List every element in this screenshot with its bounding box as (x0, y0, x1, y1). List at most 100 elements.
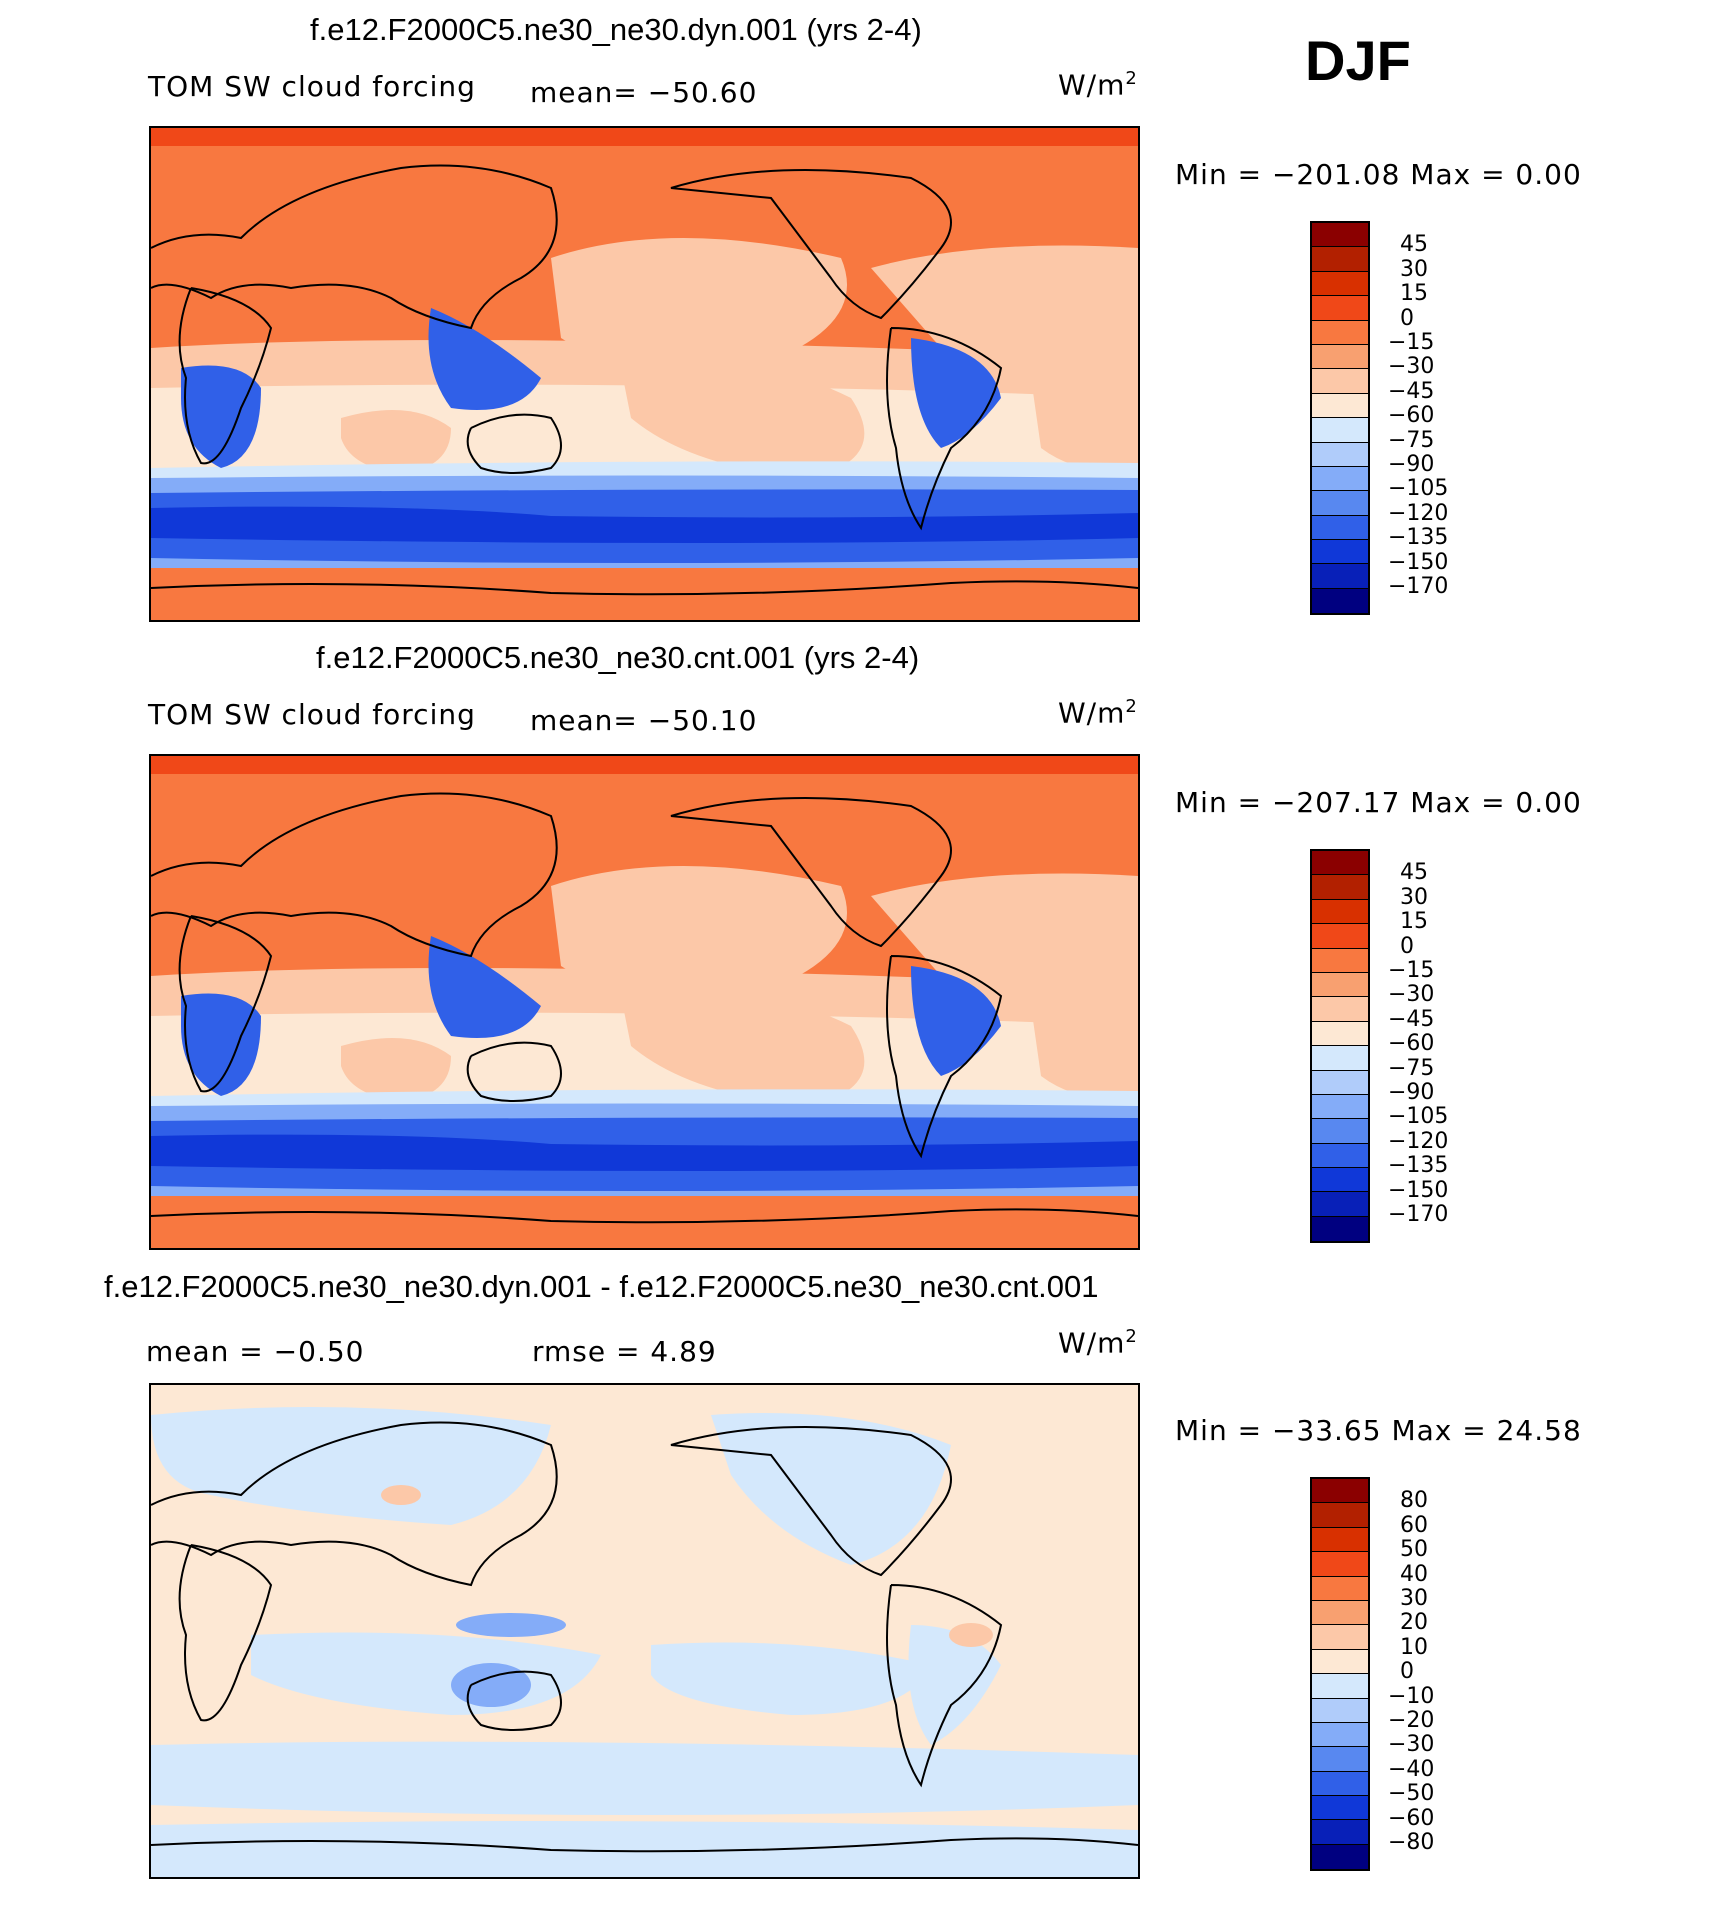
coastline-south-america (886, 955, 1003, 1159)
colorbar-segment (1312, 851, 1368, 876)
diff-orange-anomaly-2 (949, 1623, 993, 1647)
colorbar-tick-label: −90 (1388, 452, 1435, 477)
colorbar-tick-label: −120 (1388, 1128, 1449, 1154)
colorbar-segment (1312, 1600, 1368, 1626)
colorbar-segment (1312, 564, 1368, 589)
colorbar-tick-label: 0 (1400, 305, 1414, 331)
coastline-africa (178, 1544, 273, 1722)
coastline-eurasia (151, 1421, 558, 1587)
diff-australia-anomaly (451, 1663, 531, 1707)
colorbar-tick-label: −45 (1388, 378, 1435, 404)
southern-ocean-dark (151, 1134, 1138, 1171)
colorbar-segment (1312, 1625, 1368, 1650)
colorbar-segment (1312, 924, 1368, 949)
colorbar-segment (1312, 1747, 1368, 1772)
colorbar-tick-label: 15 (1400, 909, 1428, 935)
indian-ocean-ellipse (341, 1038, 451, 1101)
north-pacific-band (551, 238, 847, 370)
colorbar-segment (1312, 344, 1368, 370)
colorbar-segment (1312, 588, 1368, 614)
colorbar-tick-label: 40 (1400, 1561, 1428, 1587)
colorbar-segment (1312, 1143, 1368, 1169)
colorbar-tick-label: −60 (1388, 1805, 1435, 1831)
panel-1-colorbar (1310, 221, 1370, 616)
colorbar-tick-label: −75 (1388, 1055, 1435, 1081)
south-atlantic-ellipse (1031, 1002, 1138, 1099)
season-label: DJF (1305, 29, 1411, 92)
panel-3-colorbar (1310, 1477, 1370, 1872)
south-pacific-ellipse (621, 362, 865, 478)
diff-blue-pacific (651, 1642, 931, 1715)
colorbar-segment (1312, 1094, 1368, 1120)
panel-3-units: W/m2 (1058, 1326, 1138, 1360)
panel-2-colorbar (1310, 849, 1370, 1244)
colorbar-segment (1312, 466, 1368, 492)
diff-blue-southern-ocean (151, 1741, 1138, 1815)
panel-2-units: W/m2 (1058, 696, 1138, 730)
coastline-africa (178, 287, 273, 465)
diff-blue-eurasia (151, 1407, 551, 1525)
coastline-north-america (670, 169, 952, 320)
colorbar-tick-label: −90 (1388, 1080, 1435, 1105)
coastline-north-america (670, 1426, 952, 1577)
colorbar-segment (1312, 1674, 1368, 1699)
colorbar-segment (1312, 491, 1368, 516)
colorbar-tick-label: −105 (1388, 1104, 1449, 1130)
colorbar-segment (1312, 1722, 1368, 1748)
colorbar-tick-label: 45 (1400, 860, 1428, 886)
colorbar-tick-label: 80 (1400, 1488, 1428, 1514)
indian-ocean-ellipse (341, 410, 451, 473)
colorbar-segment (1312, 1046, 1368, 1071)
colorbar-tick-label: 0 (1400, 1659, 1414, 1685)
colorbar-segment (1312, 899, 1368, 925)
colorbar-tick-label: 0 (1400, 933, 1414, 959)
colorbar-segment (1312, 1216, 1368, 1242)
arctic-band (151, 128, 1138, 146)
colorbar-tick-label: −80 (1388, 1830, 1435, 1855)
panel-3-title: f.e12.F2000C5.ne30_ne30.dyn.001 - f.e12.… (104, 1269, 1099, 1304)
colorbar-tick-label: 50 (1400, 1537, 1428, 1563)
colorbar-tick-label: −150 (1388, 549, 1449, 575)
colorbar-tick-label: 45 (1400, 232, 1428, 258)
south-atlantic-ellipse (1031, 374, 1138, 471)
coastline-africa (178, 915, 273, 1093)
panel-1-units: W/m2 (1058, 68, 1138, 102)
colorbar-tick-label: −135 (1388, 525, 1449, 551)
colorbar-segment (1312, 875, 1368, 900)
panel-2-variable-label: TOM SW cloud forcing (148, 698, 476, 731)
colorbar-segment (1312, 369, 1368, 394)
colorbar-tick-label: −40 (1388, 1756, 1435, 1782)
colorbar-tick-label: −15 (1388, 958, 1435, 983)
coastline-antarctica (151, 1837, 1138, 1853)
coastline-north-america (670, 797, 952, 948)
panel-2-mean-label: mean= −50.10 (530, 704, 758, 737)
colorbar-segment (1312, 1796, 1368, 1821)
coastline-eurasia (151, 792, 558, 958)
colorbar-tick-label: 60 (1400, 1512, 1428, 1538)
coastline-australia (466, 1670, 562, 1731)
panel-3-minmax: Min = −33.65 Max = 24.58 (1175, 1414, 1582, 1447)
colorbar-tick-label: 15 (1400, 281, 1428, 307)
africa-convection (181, 993, 261, 1096)
panel-3-rmse-label: rmse = 4.89 (532, 1335, 717, 1368)
diff-orange-anomaly (381, 1485, 421, 1505)
panel-3-map (149, 1383, 1140, 1879)
colorbar-segment (1312, 1070, 1368, 1095)
south-pacific-ellipse (621, 990, 865, 1106)
colorbar-tick-label: 10 (1400, 1634, 1428, 1660)
colorbar-tick-label: −120 (1388, 500, 1449, 526)
colorbar-tick-label: −10 (1388, 1683, 1435, 1709)
diff-blue-antarctic (151, 1821, 1138, 1877)
coastline-antarctica (151, 580, 1138, 596)
colorbar-tick-label: −45 (1388, 1006, 1435, 1032)
north-atlantic-band (871, 245, 1138, 366)
colorbar-tick-label: 30 (1400, 1586, 1428, 1611)
colorbar-tick-label: −20 (1388, 1708, 1435, 1733)
colorbar-segment (1312, 393, 1368, 419)
africa-convection (181, 365, 261, 468)
colorbar-tick-label: −30 (1388, 1732, 1435, 1758)
colorbar-segment (1312, 1168, 1368, 1193)
coastline-eurasia (151, 164, 558, 330)
diff-blue-north-america (711, 1413, 951, 1565)
colorbar-tick-label: −60 (1388, 403, 1435, 429)
